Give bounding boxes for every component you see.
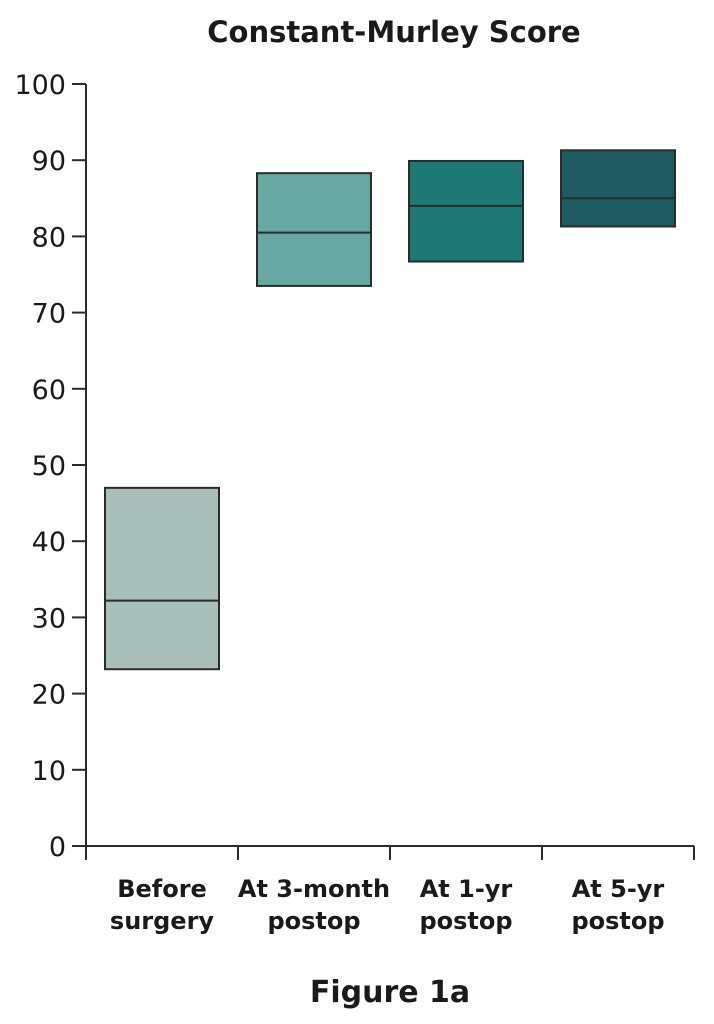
box-3 [560, 149, 676, 228]
x-tick-label: At 1-yr [420, 875, 513, 903]
y-tick-label: 100 [14, 70, 66, 101]
y-tick-label: 10 [32, 756, 66, 787]
box-rect [560, 149, 676, 228]
y-tick-label: 60 [32, 375, 66, 406]
y-axis-ticks: 0 10 20 30 40 50 60 70 80 90 100 [14, 70, 86, 863]
y-tick-label: 70 [32, 299, 66, 330]
box-1 [256, 172, 372, 287]
y-tick-label: 40 [32, 527, 66, 558]
y-tick-label: 80 [32, 222, 66, 253]
x-tick-label: postop [419, 907, 512, 935]
x-axis-ticks [85, 846, 695, 860]
x-tick-label: At 3-month [238, 875, 390, 903]
x-tick-label: postop [267, 907, 360, 935]
category-labels: Before surgery At 3-month postop At 1-yr post… [110, 875, 665, 935]
box-2 [408, 159, 524, 263]
figure-caption: Figure 1a [310, 975, 470, 1010]
chart-title: Constant-Murley Score [207, 15, 580, 49]
y-tick-label: 30 [32, 603, 66, 634]
x-tick-label: surgery [110, 907, 215, 935]
x-tick-label: postop [571, 907, 664, 935]
y-tick-label: 90 [32, 146, 66, 177]
box-rect [408, 159, 524, 263]
box-rect [256, 172, 372, 287]
y-tick-label: 20 [32, 680, 66, 711]
x-tick-label: At 5-yr [572, 875, 665, 903]
y-tick-label: 0 [49, 832, 66, 863]
y-tick-label: 50 [32, 451, 66, 482]
box-series [104, 149, 676, 671]
x-tick-label: Before [117, 875, 207, 903]
box-0 [104, 486, 220, 671]
box-rect [104, 486, 220, 671]
